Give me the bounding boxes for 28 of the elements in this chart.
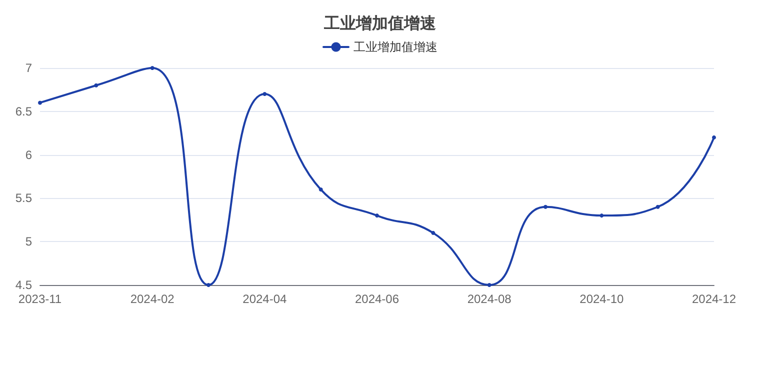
point xyxy=(600,214,604,218)
point xyxy=(262,92,267,96)
x-tick-label: 2024-02 xyxy=(130,292,175,306)
point xyxy=(150,66,154,70)
y-tick-label: 6.5 xyxy=(15,104,32,118)
point xyxy=(375,214,379,218)
legend-label: 工业增加值增速 xyxy=(354,40,438,54)
point xyxy=(318,188,323,192)
y-tick-label: 4.5 xyxy=(15,278,32,292)
y-tick-label: 5 xyxy=(25,234,32,249)
x-tick-label: 2024-04 xyxy=(242,292,288,306)
y-tick-label: 6 xyxy=(25,148,32,162)
chart-title: 工业增加值增速 xyxy=(323,14,437,32)
x-tick-label: 2023-11 xyxy=(18,292,62,306)
x-tick-label: 2024-08 xyxy=(467,292,512,306)
y-tick-label: 5.5 xyxy=(15,191,32,206)
point xyxy=(544,204,548,209)
point xyxy=(431,230,436,235)
x-tick-label: 2024-10 xyxy=(580,292,624,306)
point xyxy=(38,100,42,105)
point xyxy=(487,283,492,287)
y-tick-label: 7 xyxy=(25,61,32,75)
point xyxy=(94,83,98,88)
x-tick-label: 2024-06 xyxy=(354,292,400,306)
point xyxy=(206,283,210,287)
x-tick-label: 2024-12 xyxy=(692,292,736,306)
point xyxy=(656,204,660,209)
point xyxy=(712,135,716,140)
